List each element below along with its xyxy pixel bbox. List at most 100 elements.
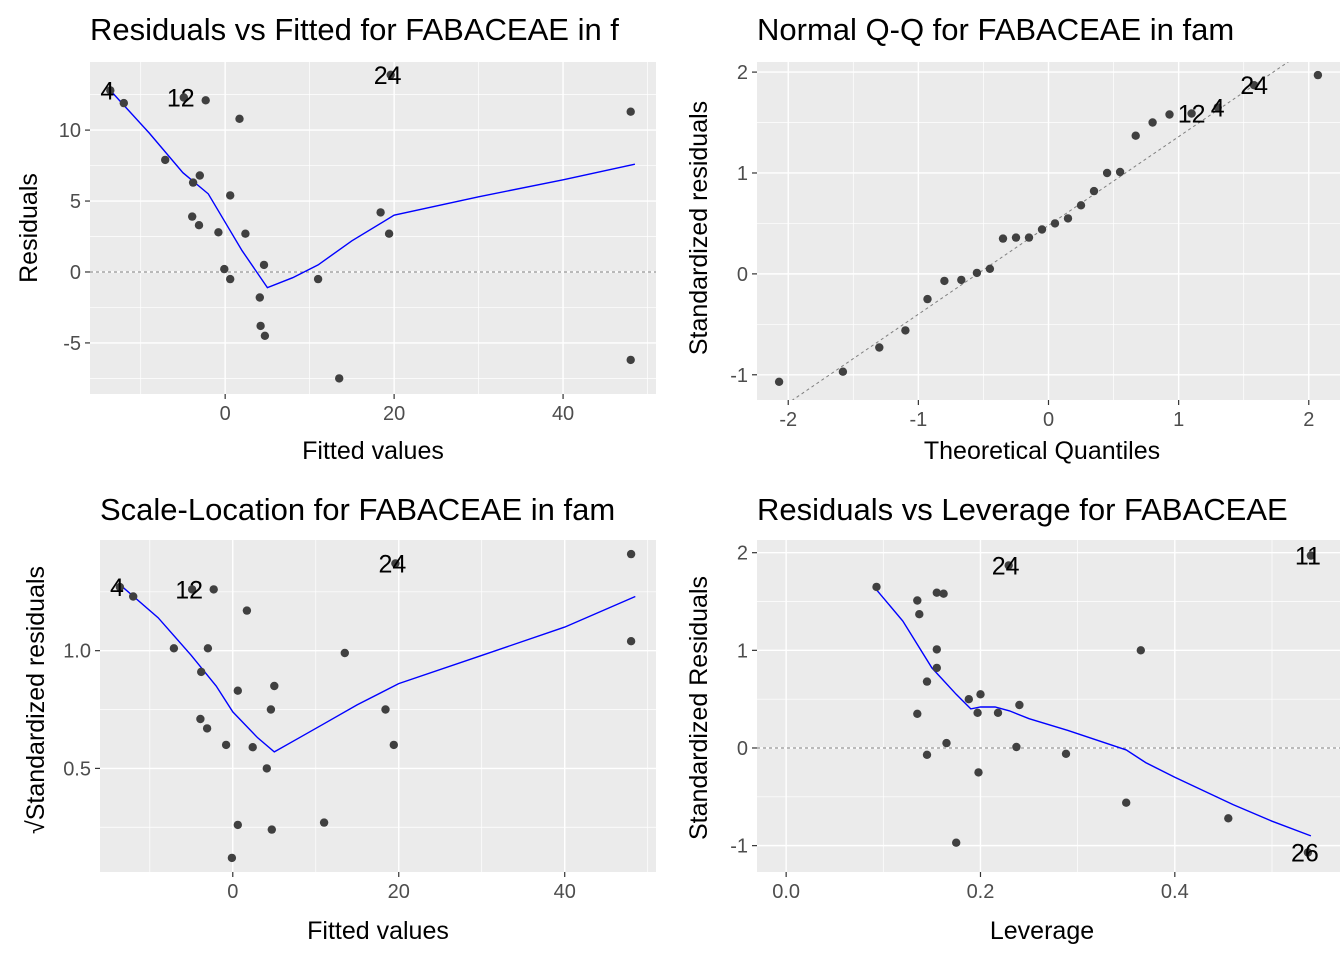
data-point bbox=[940, 276, 949, 286]
data-point bbox=[932, 663, 941, 673]
x-axis-title: Theoretical Quantiles bbox=[924, 437, 1160, 465]
data-point bbox=[875, 343, 884, 352]
x-tick-label: 20 bbox=[383, 403, 405, 425]
data-point bbox=[976, 690, 985, 699]
data-point bbox=[915, 610, 924, 619]
data-point bbox=[209, 585, 218, 594]
data-point bbox=[1037, 225, 1047, 234]
point-label: 26 bbox=[1291, 840, 1319, 868]
y-tick-label: 0 bbox=[737, 738, 748, 760]
data-point bbox=[1136, 646, 1146, 655]
data-point bbox=[386, 70, 395, 80]
data-point bbox=[260, 331, 270, 340]
data-point bbox=[381, 705, 390, 714]
point-label: 12 bbox=[175, 576, 203, 604]
data-point bbox=[161, 155, 170, 165]
data-point bbox=[201, 96, 210, 105]
y-tick-label: 1.0 bbox=[63, 641, 91, 663]
data-point bbox=[259, 260, 269, 270]
data-point bbox=[115, 582, 125, 592]
data-point bbox=[197, 667, 206, 677]
data-point bbox=[194, 221, 204, 230]
data-point bbox=[1089, 186, 1099, 196]
data-point bbox=[220, 264, 229, 274]
panel-title: Normal Q-Q for FABACEAE in fam bbox=[757, 12, 1234, 47]
x-tick-label: 0 bbox=[227, 881, 238, 903]
reference-line bbox=[791, 62, 1289, 400]
x-axis-title: Fitted values bbox=[302, 437, 444, 465]
y-tick-label: 2 bbox=[737, 543, 748, 565]
y-tick-label: 10 bbox=[59, 120, 81, 142]
data-point bbox=[262, 764, 271, 773]
data-point bbox=[119, 98, 128, 108]
data-point bbox=[214, 228, 223, 237]
x-tick-label: -1 bbox=[909, 409, 927, 431]
y-tick-label: 0.5 bbox=[63, 758, 91, 780]
y-tick-label: -5 bbox=[63, 333, 81, 355]
grid-lines bbox=[757, 540, 1340, 872]
data-point bbox=[1187, 109, 1196, 118]
data-point bbox=[1050, 219, 1060, 228]
point-label: 24 bbox=[374, 62, 402, 90]
axis-ticks: 0 20 40 -5 0 5 10 bbox=[59, 120, 574, 425]
panel-title: Scale-Location for FABACEAE in fam bbox=[100, 492, 615, 527]
smooth-line bbox=[109, 89, 636, 289]
data-point bbox=[626, 355, 635, 365]
data-point bbox=[241, 229, 250, 238]
data-point bbox=[913, 596, 922, 605]
data-point bbox=[972, 268, 982, 278]
data-point bbox=[942, 738, 951, 748]
axis-ticks: 0.0 0.2 0.4 -1 0 1 2 bbox=[730, 543, 1189, 903]
data-point bbox=[226, 274, 235, 284]
y-tick-label: 5 bbox=[70, 191, 81, 213]
qq-reference-line bbox=[791, 62, 1289, 400]
data-point bbox=[202, 724, 212, 733]
data-point bbox=[319, 818, 329, 827]
data-point bbox=[255, 293, 264, 302]
point-labels: 4 12 24 bbox=[110, 551, 406, 605]
data-point bbox=[964, 695, 973, 704]
data-point bbox=[1303, 848, 1313, 857]
data-point bbox=[221, 740, 231, 750]
x-tick-label: 20 bbox=[388, 881, 410, 903]
data-point bbox=[993, 708, 1003, 717]
panel-title: Residuals vs Fitted for FABACEAE in f bbox=[90, 12, 619, 47]
data-point bbox=[129, 592, 138, 601]
data-point bbox=[335, 374, 344, 383]
data-point bbox=[169, 644, 179, 653]
data-point bbox=[1024, 233, 1034, 242]
data-point bbox=[1004, 561, 1013, 570]
data-point bbox=[626, 107, 635, 116]
point-label: 24 bbox=[1240, 72, 1268, 100]
x-axis-title: Fitted values bbox=[307, 917, 449, 945]
data-point bbox=[1306, 551, 1316, 560]
data-point bbox=[1313, 70, 1323, 80]
smooth-line bbox=[119, 584, 636, 753]
data-point bbox=[266, 705, 276, 714]
x-tick-label: 2 bbox=[1303, 409, 1314, 431]
y-axis-title: Residuals bbox=[15, 173, 43, 283]
data-point bbox=[227, 853, 237, 863]
data-point bbox=[195, 171, 204, 180]
scale-location-panel: 4 12 24 0 20 40 0.5 1.0 Scale-Location for FAB… bbox=[22, 492, 656, 945]
y-tick-label: 1 bbox=[737, 163, 748, 185]
data-point bbox=[196, 714, 205, 724]
data-point bbox=[1224, 814, 1233, 823]
data-point bbox=[974, 768, 983, 777]
data-point bbox=[838, 367, 848, 376]
y-tick-label: -1 bbox=[730, 365, 748, 387]
panel-background bbox=[100, 540, 656, 872]
data-point bbox=[939, 589, 948, 598]
data-point bbox=[188, 212, 197, 221]
data-point bbox=[179, 93, 188, 102]
data-point bbox=[1249, 81, 1259, 90]
data-point bbox=[626, 549, 636, 559]
data-point bbox=[872, 582, 881, 592]
data-point bbox=[922, 750, 932, 759]
x-tick-label: -2 bbox=[779, 409, 797, 431]
data-point bbox=[248, 743, 257, 752]
panel-title: Residuals vs Leverage for FABACEAE bbox=[757, 492, 1288, 527]
data-point bbox=[998, 234, 1008, 243]
